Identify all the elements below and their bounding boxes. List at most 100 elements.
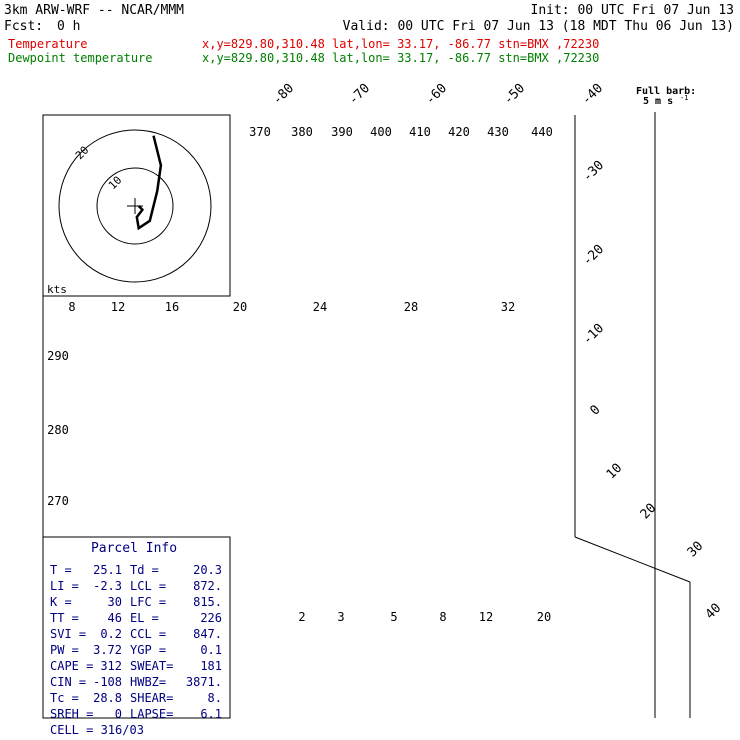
wetbulb-label: 12 [111, 300, 125, 314]
parcel-value: 3871. [186, 675, 222, 689]
parcel-value: 8. [208, 691, 222, 705]
parcel-info-title: Parcel Info [91, 541, 177, 556]
parcel-label: Td = [130, 563, 159, 577]
theta-label: 420 [448, 125, 470, 139]
parcel-value: 46 [108, 611, 122, 625]
wind-barbs [654, 112, 656, 718]
init-time: Init: 00 UTC Fri 07 Jun 13 [531, 3, 735, 18]
parcel-value: 25.1 [93, 563, 122, 577]
parcel-label: SREH = [50, 707, 93, 721]
isotherm-label: -60 [423, 81, 450, 108]
theta-label: 440 [531, 125, 553, 139]
parcel-label: SHEAR= [130, 691, 173, 705]
parcel-info-panel: Parcel Info T = 25.1 Td = 20.3 LI = -2.3 LCL = 8… [42, 536, 231, 737]
hodograph-trace [135, 135, 163, 231]
parcel-label: TT = [50, 611, 79, 625]
theta-label: 370 [249, 125, 271, 139]
parcel-label: HWBZ= [130, 675, 166, 689]
isotherm-label: 10 [604, 461, 626, 483]
thetae-label: 280 [47, 423, 69, 437]
hodograph-ring-10 [96, 167, 174, 245]
wetbulb-label: 32 [501, 300, 515, 314]
barb-key-title: Full barb: [636, 86, 696, 97]
parcel-label: SVI = [50, 627, 86, 641]
isotherm-label: -10 [580, 321, 607, 348]
isotherm-label: -70 [346, 81, 373, 108]
parcel-label: SWEAT= [130, 659, 173, 673]
mixing-ratio-label: 3 [337, 610, 344, 624]
isotherm-label: 0 [587, 402, 603, 418]
parcel-value: 872. [193, 579, 222, 593]
theta-label: 400 [370, 125, 392, 139]
isotherm-label: -50 [501, 81, 528, 108]
parcel-panel-frame [42, 536, 231, 719]
parcel-label: EL = [130, 611, 159, 625]
parcel-label: CCL = [130, 627, 166, 641]
isotherm-label: -30 [580, 158, 607, 185]
parcel-value: 6.1 [200, 707, 222, 721]
wetbulb-label: 20 [233, 300, 247, 314]
mixing-ratio-label: 20 [537, 610, 551, 624]
parcel-label: PW = [50, 643, 79, 657]
theta-label: 390 [331, 125, 353, 139]
mixing-ratio-label: 5 [390, 610, 397, 624]
isotherm-label: 40 [703, 601, 725, 623]
wetbulb-label: 8 [68, 300, 75, 314]
parcel-value: 0 [115, 707, 122, 721]
legend-dewpoint-info: x,y=829.80,310.48 lat,lon= 33.17, -86.77… [202, 51, 599, 65]
fcst-label: Fcst: [4, 19, 43, 34]
mixing-ratio-label: 2 [298, 610, 305, 624]
parcel-value: 181 [200, 659, 222, 673]
mixing-ratio-label: 12 [479, 610, 493, 624]
thetae-label: 270 [47, 494, 69, 508]
parcel-label: Tc = [50, 691, 79, 705]
isotherm-label: 30 [685, 539, 707, 561]
isotherm-label: -20 [580, 242, 607, 269]
legend-temperature: Temperature [8, 37, 87, 51]
wetbulb-label: 28 [404, 300, 418, 314]
barb-key-exp: -1 [680, 94, 688, 102]
isotherm-label: -80 [270, 81, 297, 108]
right-frame-slant [574, 536, 691, 583]
parcel-value: 28.8 [93, 691, 122, 705]
parcel-value: 3.72 [93, 643, 122, 657]
mixing-ratio-label: 8 [439, 610, 446, 624]
parcel-value: 0.2 [100, 627, 122, 641]
parcel-label: LCL = [130, 579, 166, 593]
wetbulb-label: 24 [313, 300, 327, 314]
parcel-value: 30 [108, 595, 122, 609]
legend-dewpoint: Dewpoint temperature [8, 51, 153, 65]
theta-label: 430 [487, 125, 509, 139]
legend-temperature-info: x,y=829.80,310.48 lat,lon= 33.17, -86.77… [202, 37, 599, 51]
isotherm-label: 20 [638, 501, 660, 523]
parcel-label: LI = [50, 579, 79, 593]
parcel-value: 312 [100, 659, 122, 673]
header: 3km ARW-WRF -- NCAR/MMM Fcst: 0 h Init: … [4, 3, 734, 65]
wetbulb-label: 16 [165, 300, 179, 314]
parcel-value: -108 [93, 675, 122, 689]
hodograph-units: kts [47, 283, 67, 296]
parcel-value: 20.3 [193, 563, 222, 577]
barb-key-value: 5 m s [643, 96, 673, 107]
hodograph-ring-20 [58, 129, 212, 283]
valid-time: Valid: 00 UTC Fri 07 Jun 13 (18 MDT Thu … [343, 19, 734, 34]
parcel-label: YGP = [130, 643, 166, 657]
parcel-label: K = [50, 595, 72, 609]
parcel-label: LFC = [130, 595, 166, 609]
barb-key: Full barb: 5 m s -1 [636, 86, 696, 107]
parcel-label: T = [50, 563, 72, 577]
parcel-label: CIN = [50, 675, 86, 689]
theta-label: 380 [291, 125, 313, 139]
parcel-value: -2.3 [93, 579, 122, 593]
parcel-cell: CELL = 316/03 [50, 723, 144, 737]
parcel-value: 0.1 [200, 643, 222, 657]
parcel-value: 815. [193, 595, 222, 609]
parcel-value: 847. [193, 627, 222, 641]
model-title: 3km ARW-WRF -- NCAR/MMM [4, 3, 184, 18]
fcst-value: 0 h [57, 19, 80, 34]
isotherm-label: -40 [579, 81, 606, 108]
parcel-label: CAPE = [50, 659, 93, 673]
parcel-value: 226 [200, 611, 222, 625]
